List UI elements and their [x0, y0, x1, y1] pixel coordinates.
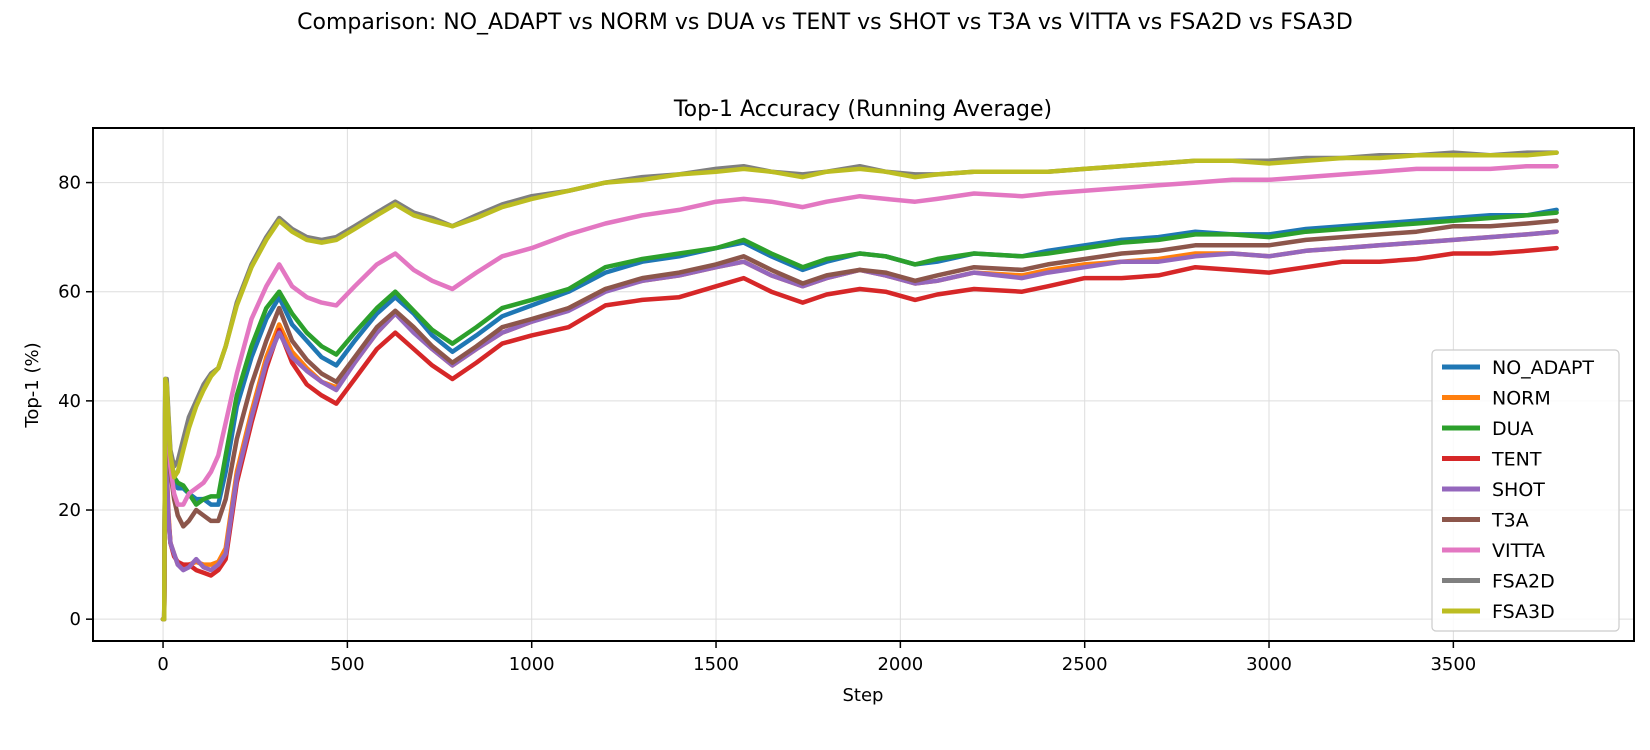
y-tick-label: 20 — [58, 500, 81, 521]
chart-title: Top-1 Accuracy (Running Average) — [673, 97, 1052, 122]
series-layer — [160, 150, 1559, 622]
plot-frame — [92, 127, 1635, 642]
series-line-fsa3d — [160, 150, 1559, 622]
ticks-layer: 0 500 1000 1500 2000 2500 3000 3500 0 20 40 60 80 — [58, 173, 1476, 675]
y-tick-label: 40 — [58, 391, 81, 412]
y-tick-label: 60 — [58, 282, 81, 303]
figure-suptitle: Comparison: NO_ADAPT vs NORM vs DUA vs T… — [297, 10, 1353, 35]
legend-frame — [1431, 349, 1620, 632]
x-tick-label: 500 — [330, 654, 364, 675]
series-line-fsa2d — [160, 150, 1559, 622]
x-tick-label: 1000 — [509, 654, 555, 675]
x-tick-label: 0 — [157, 654, 168, 675]
legend-label: NO_ADAPT — [1492, 357, 1594, 379]
series-line-t3a — [160, 218, 1559, 622]
legend-label: TENT — [1491, 449, 1542, 471]
x-axis-label: Step — [843, 685, 884, 706]
x-tick-label: 1500 — [693, 654, 739, 675]
x-tick-label: 3000 — [1246, 654, 1292, 675]
x-tick-label: 3500 — [1430, 654, 1476, 675]
series-line-no-adapt — [160, 207, 1559, 622]
legend-label: FSA3D — [1492, 601, 1555, 623]
y-tick-label: 0 — [70, 609, 81, 630]
legend-label: FSA2D — [1492, 571, 1555, 593]
legend-label: NORM — [1492, 388, 1551, 410]
series-line-vitta — [160, 163, 1559, 622]
y-tick-label: 80 — [58, 173, 81, 194]
legend-label: VITTA — [1492, 540, 1545, 562]
legend-label: DUA — [1492, 418, 1534, 440]
y-axis-label: Top-1 (%) — [22, 342, 43, 428]
legend: NO_ADAPT NORM DUA TENT SHOT T3A VITTA FSA2D FSA3… — [1431, 349, 1620, 632]
legend-label: SHOT — [1492, 479, 1545, 501]
series-line-tent — [160, 245, 1559, 622]
x-tick-label: 2000 — [877, 654, 923, 675]
series-line-dua — [160, 210, 1559, 622]
x-tick-label: 2500 — [1062, 654, 1108, 675]
series-line-shot — [160, 229, 1559, 622]
legend-label: T3A — [1491, 510, 1529, 532]
